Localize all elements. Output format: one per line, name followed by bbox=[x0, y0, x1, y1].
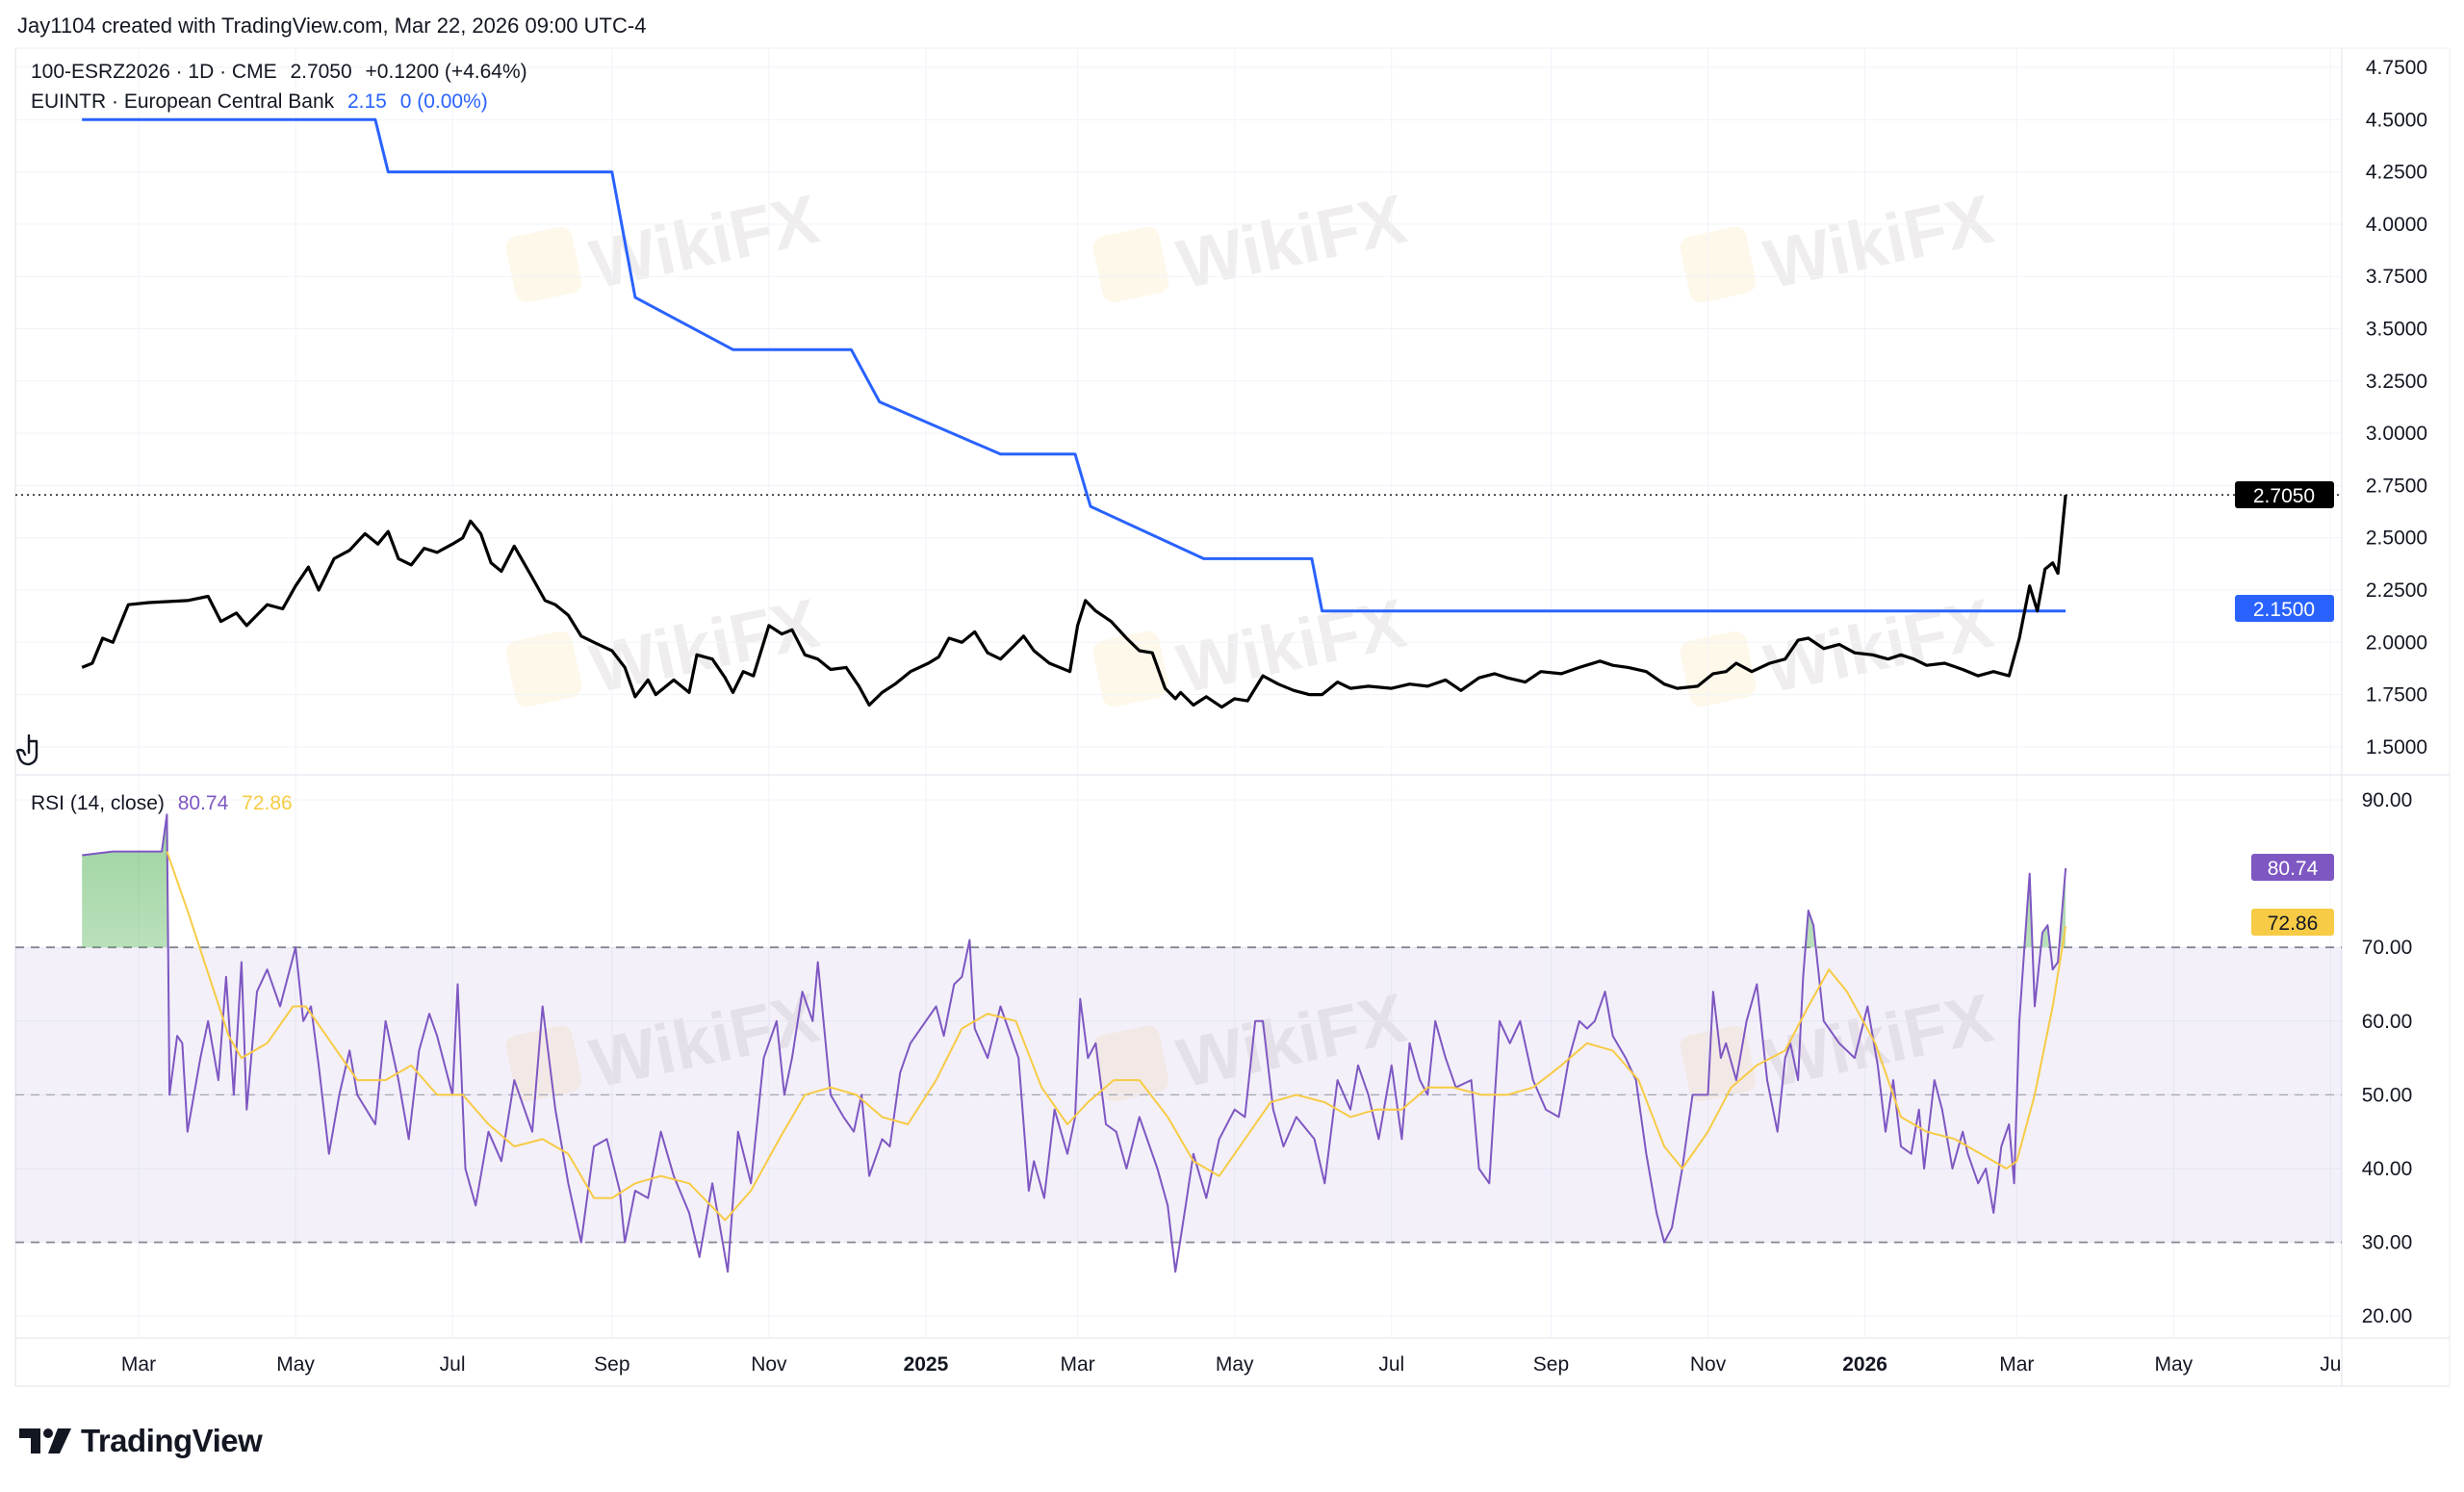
rsi-name[interactable]: RSI (14, close) bbox=[31, 792, 165, 814]
time-axis-tick-label: 2026 bbox=[1842, 1353, 1887, 1376]
price-axis-tick-label: 2.5000 bbox=[2366, 527, 2427, 550]
tradingview-logo-text: TradingView bbox=[81, 1423, 263, 1458]
drawing-tool-icon[interactable] bbox=[15, 732, 44, 777]
time-axis-tick-label: Jul bbox=[440, 1353, 466, 1376]
price-axis-tick-label: 3.2500 bbox=[2366, 371, 2427, 393]
watermark-logo bbox=[1680, 630, 1757, 707]
rsi-value-label: 80.74 bbox=[2251, 854, 2334, 881]
price-axis-tick-label: 2.2500 bbox=[2366, 579, 2427, 602]
rsi-line bbox=[82, 813, 2067, 1273]
futures-price-line bbox=[81, 495, 2067, 709]
rsi-axis-tick-label: 60.00 bbox=[2362, 1011, 2413, 1033]
time-axis-tick-label: 2025 bbox=[904, 1353, 949, 1376]
ecb-rate-line bbox=[82, 117, 2066, 613]
rsi-axis-tick-label: 40.00 bbox=[2362, 1158, 2413, 1180]
time-axis-tick-label: Mar bbox=[1061, 1353, 1095, 1376]
watermark-logo bbox=[1092, 226, 1169, 303]
ecb-change: 0 (0.00%) bbox=[399, 90, 488, 113]
rsi-axis-tick-label: 30.00 bbox=[2362, 1232, 2413, 1254]
rsi-ma-line bbox=[166, 851, 2067, 1222]
last-price-text: 2.7050 bbox=[2253, 485, 2315, 507]
time-axis-tick-label: Mar bbox=[121, 1353, 156, 1376]
time-axis-tick-label: May bbox=[2154, 1353, 2193, 1376]
watermark-text: WikiFX bbox=[1758, 181, 2000, 304]
tradingview-logo-icon bbox=[19, 1428, 71, 1453]
ecb-rate-label: 2.1500 bbox=[2235, 595, 2334, 622]
watermark-text: WikiFX bbox=[584, 585, 826, 708]
price-axis-tick-label: 4.0000 bbox=[2366, 214, 2427, 236]
price-axis-tick-label: 2.0000 bbox=[2366, 631, 2427, 654]
watermark-text: WikiFX bbox=[1171, 181, 1413, 304]
main-symbol-legend[interactable]: 100-ESRZ2026 · 1D · CME 2.7050 +0.1200 (… bbox=[31, 61, 535, 84]
watermark-logo bbox=[505, 630, 582, 707]
price-axis-tick-label: 3.0000 bbox=[2366, 423, 2427, 445]
pane-frame bbox=[14, 47, 2451, 1387]
chart-attribution-title: Jay1104 created with TradingView.com, Ma… bbox=[17, 13, 647, 38]
price-axis[interactable]: 4.7500 4.5000 4.2500 4.0000 3.7500 3.5000 3.25… bbox=[2362, 57, 2427, 1327]
ecb-symbol-name[interactable]: EUINTR · European Central Bank bbox=[31, 90, 335, 113]
rsi-bands bbox=[15, 946, 2342, 1244]
price-axis-tick-label: 4.2500 bbox=[2366, 162, 2427, 184]
time-axis-tick-label: Jul bbox=[1378, 1353, 1404, 1376]
watermark-logo bbox=[1092, 630, 1169, 707]
tradingview-logo[interactable]: TradingView bbox=[19, 1423, 263, 1459]
main-symbol-name[interactable]: 100-ESRZ2026 · 1D · CME bbox=[31, 61, 277, 83]
price-axis-tick-label: 1.5000 bbox=[2366, 736, 2427, 759]
time-axis-tick-label: May bbox=[276, 1353, 315, 1376]
rsi-value: 80.74 bbox=[177, 792, 229, 814]
series-layer bbox=[15, 117, 2342, 1273]
rsi-ma-label: 72.86 bbox=[2251, 909, 2334, 936]
rsi-value-text: 80.74 bbox=[2268, 858, 2319, 880]
rsi-axis-tick-label: 20.00 bbox=[2362, 1305, 2413, 1327]
rsi-axis-tick-label: 70.00 bbox=[2362, 937, 2413, 959]
price-axis-tick-label: 4.5000 bbox=[2366, 109, 2427, 131]
watermark-logo bbox=[505, 226, 582, 303]
time-axis-tick-label: Nov bbox=[1690, 1353, 1727, 1376]
time-axis-tick-label: Sep bbox=[594, 1353, 629, 1376]
ecb-value: 2.15 bbox=[346, 90, 387, 113]
price-axis-tick-label: 2.7500 bbox=[2366, 475, 2427, 497]
time-axis-tick-label: Ju bbox=[2320, 1353, 2341, 1376]
time-axis[interactable]: Mar May Jul Sep Nov 2025 Mar May Jul Sep Nov 2026 Ma… bbox=[121, 1353, 2342, 1376]
price-axis-tick-label: 1.7500 bbox=[2366, 684, 2427, 707]
ecb-rate-text: 2.1500 bbox=[2253, 599, 2315, 621]
main-symbol-change: +0.1200 (+4.64%) bbox=[365, 61, 527, 83]
price-axis-tick-label: 3.5000 bbox=[2366, 319, 2427, 341]
rsi-legend[interactable]: RSI (14, close) 80.74 72.86 bbox=[31, 792, 300, 815]
main-symbol-price: 2.7050 bbox=[290, 61, 352, 83]
price-labels: 2.7050 2.1500 80.74 72.86 bbox=[2235, 481, 2334, 936]
watermark-logo bbox=[505, 1025, 582, 1102]
last-price-label: 2.7050 bbox=[2235, 481, 2334, 508]
ecb-legend[interactable]: EUINTR · European Central Bank 2.15 0 (0… bbox=[31, 90, 496, 114]
rsi-axis-tick-label: 50.00 bbox=[2362, 1084, 2413, 1106]
time-axis-tick-label: Nov bbox=[751, 1353, 787, 1376]
rsi-ma-text: 72.86 bbox=[2268, 913, 2319, 935]
time-axis-tick-label: Sep bbox=[1533, 1353, 1569, 1376]
price-axis-tick-label: 4.7500 bbox=[2366, 57, 2427, 79]
rsi-axis-tick-label: 90.00 bbox=[2362, 789, 2413, 811]
watermark-text: WikiFX bbox=[584, 181, 826, 304]
price-axis-tick-label: 3.7500 bbox=[2366, 266, 2427, 288]
rsi-ma-value: 72.86 bbox=[242, 792, 293, 814]
time-axis-tick-label: Mar bbox=[1999, 1353, 2034, 1376]
time-axis-tick-label: May bbox=[1216, 1353, 1254, 1376]
watermark-logo bbox=[1680, 226, 1757, 303]
